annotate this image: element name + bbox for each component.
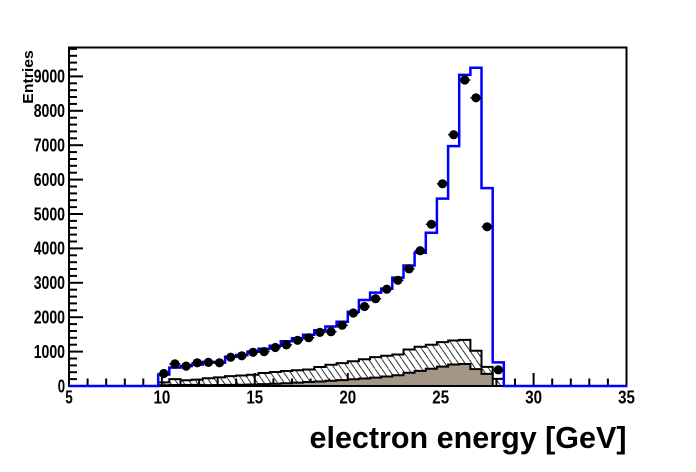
svg-text:5000: 5000 [34, 203, 65, 224]
svg-text:20: 20 [339, 387, 356, 408]
svg-text:8000: 8000 [34, 100, 65, 121]
svg-text:electron energy [GeV]: electron energy [GeV] [310, 420, 627, 455]
svg-text:15: 15 [246, 387, 263, 408]
svg-text:5: 5 [65, 387, 73, 408]
svg-text:10: 10 [154, 387, 171, 408]
svg-text:3000: 3000 [34, 272, 65, 293]
svg-text:4000: 4000 [34, 238, 65, 259]
svg-text:Entries: Entries [21, 50, 37, 104]
svg-text:9000: 9000 [34, 66, 65, 87]
svg-text:25: 25 [432, 387, 449, 408]
svg-text:7000: 7000 [34, 135, 65, 156]
svg-text:30: 30 [525, 387, 542, 408]
svg-text:6000: 6000 [34, 169, 65, 190]
svg-text:2000: 2000 [34, 307, 65, 328]
svg-text:0: 0 [58, 375, 65, 396]
svg-text:1000: 1000 [34, 341, 65, 362]
svg-text:35: 35 [618, 387, 635, 408]
